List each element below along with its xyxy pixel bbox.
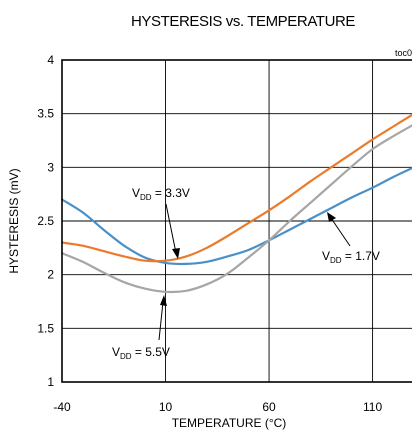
- annotation-vdd-5v5: VDD = 5.5V: [112, 295, 170, 361]
- leader-arrow-5v5: [158, 301, 164, 341]
- y-axis-label: HYSTERESIS (mV): [7, 168, 21, 273]
- annotation-vdd-3v3: VDD = 3.3V: [132, 186, 190, 259]
- annotation-vdd-1v7-suffix: = 1.7V: [342, 249, 380, 263]
- series-line-vdd-5v5: [60, 124, 412, 294]
- y-tick-label: 1.5: [37, 321, 54, 335]
- x-axis-label: TEMPERATURE (°C): [172, 416, 287, 430]
- tick-labels: 1 1.5 2 2.5 3 3.5 4 -40 10 60 110: [37, 53, 382, 414]
- arrowhead-1v7: [327, 212, 336, 222]
- plot-frame: [61, 59, 412, 383]
- annotation-vdd-3v3-prefix: V: [132, 186, 140, 200]
- annotation-vdd-3v3-sub: DD: [140, 193, 152, 202]
- series-line-vdd-1v7: [60, 167, 412, 266]
- series-lines: [60, 113, 412, 294]
- svg-text:VDD = 5.5V: VDD = 5.5V: [112, 345, 170, 361]
- y-tick-label: 3: [47, 160, 54, 174]
- corner-label: toc09: [395, 48, 412, 58]
- y-tick-label: 1: [47, 375, 54, 389]
- leader-arrow-1v7: [330, 217, 351, 247]
- annotation-vdd-1v7: VDD = 1.7V: [322, 212, 380, 265]
- annotation-vdd-5v5-suffix: = 5.5V: [132, 345, 170, 359]
- y-tick-label: 2.5: [37, 214, 54, 228]
- annotation-vdd-3v3-suffix: = 3.3V: [152, 186, 190, 200]
- arrowhead-5v5: [160, 295, 167, 306]
- annotation-vdd-1v7-sub: DD: [330, 256, 342, 265]
- x-tick-label: -40: [53, 400, 71, 414]
- leader-arrow-3v3: [165, 203, 177, 254]
- y-tick-label: 3.5: [37, 107, 54, 121]
- annotation-vdd-5v5-prefix: V: [112, 345, 120, 359]
- x-tick-label: 10: [159, 400, 173, 414]
- annotation-vdd-5v5-sub: DD: [120, 352, 132, 361]
- grid-lines: [62, 60, 412, 382]
- y-tick-label: 4: [47, 53, 54, 67]
- x-tick-label: 60: [262, 400, 276, 414]
- y-tick-label: 2: [47, 268, 54, 282]
- chart-title: HYSTERESIS vs. TEMPERATURE: [131, 13, 355, 30]
- svg-text:VDD = 1.7V: VDD = 1.7V: [322, 249, 380, 265]
- series-line-vdd-3v3: [60, 113, 412, 263]
- annotation-vdd-1v7-prefix: V: [322, 249, 330, 263]
- x-tick-label: 110: [363, 400, 382, 414]
- svg-text:VDD = 3.3V: VDD = 3.3V: [132, 186, 190, 202]
- arrowhead-3v3: [172, 248, 180, 259]
